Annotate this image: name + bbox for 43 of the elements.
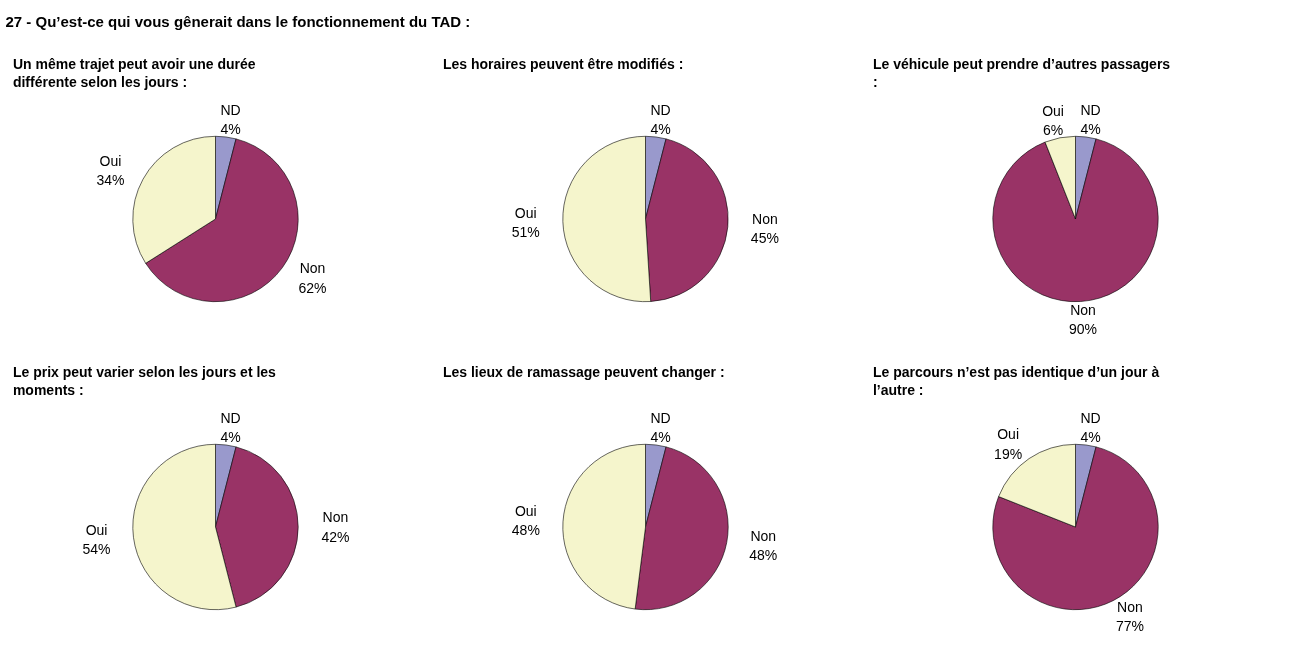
data-label: 4% [220, 121, 241, 138]
data-label: 42% [321, 528, 350, 545]
data-label: 62% [298, 279, 327, 296]
data-label: 54% [82, 541, 111, 558]
chart-title: Le parcours n’est pas identique d’un jour à l’autre : [872, 364, 1160, 399]
data-label: 77% [1115, 618, 1144, 635]
data-label: 45% [750, 230, 779, 247]
data-label: 4% [1080, 429, 1101, 446]
chart-title: Le véhicule peut prendre d’autres passagers : [872, 56, 1171, 91]
slice-label: ND [220, 101, 241, 118]
slice-label: Non [752, 210, 778, 227]
data-label: 6% [1042, 122, 1064, 139]
data-label: 48% [511, 522, 540, 539]
slice-label: Oui [514, 204, 537, 221]
slice-label: Non [1070, 301, 1096, 318]
slice-label: Oui [85, 521, 108, 538]
data-label: 34% [96, 172, 125, 189]
chart-title: Les horaires peuvent être modifiés : [442, 56, 684, 73]
slice-label: Oui [1042, 102, 1064, 119]
data-label: 4% [220, 429, 241, 446]
data-label: 90% [1069, 320, 1098, 337]
data-label: 4% [1080, 121, 1101, 138]
data-label: 48% [749, 547, 778, 564]
slice-label: Non [322, 509, 349, 526]
slice-label: ND [220, 409, 241, 426]
chart-title: Un même trajet peut avoir une durée différente selon les jours : [12, 56, 256, 91]
chart-title: Le prix peut varier selon les jours et les moments : [12, 364, 277, 399]
data-label: 19% [994, 445, 1023, 462]
slice-label: ND [1080, 409, 1101, 426]
slice-label: ND [650, 101, 671, 118]
text: 27 - Qu’est-ce qui vous gênerait dans le fonctionnement du TAD : [5, 13, 471, 30]
data-label: 4% [650, 429, 671, 446]
slice-label: ND [650, 409, 671, 426]
data-label: 51% [511, 223, 540, 240]
slice-label: Oui [99, 153, 122, 170]
slice-label: Non [299, 260, 326, 277]
slice-label: Oui [514, 503, 537, 520]
slice-label: Non [750, 528, 777, 545]
slice-label: Oui [997, 426, 1020, 443]
data-label: 4% [650, 121, 671, 138]
slice-label: Non [1117, 598, 1143, 615]
chart-title: Les lieux de ramassage peuvent changer : [442, 364, 725, 381]
slice-label: ND [1080, 101, 1101, 118]
